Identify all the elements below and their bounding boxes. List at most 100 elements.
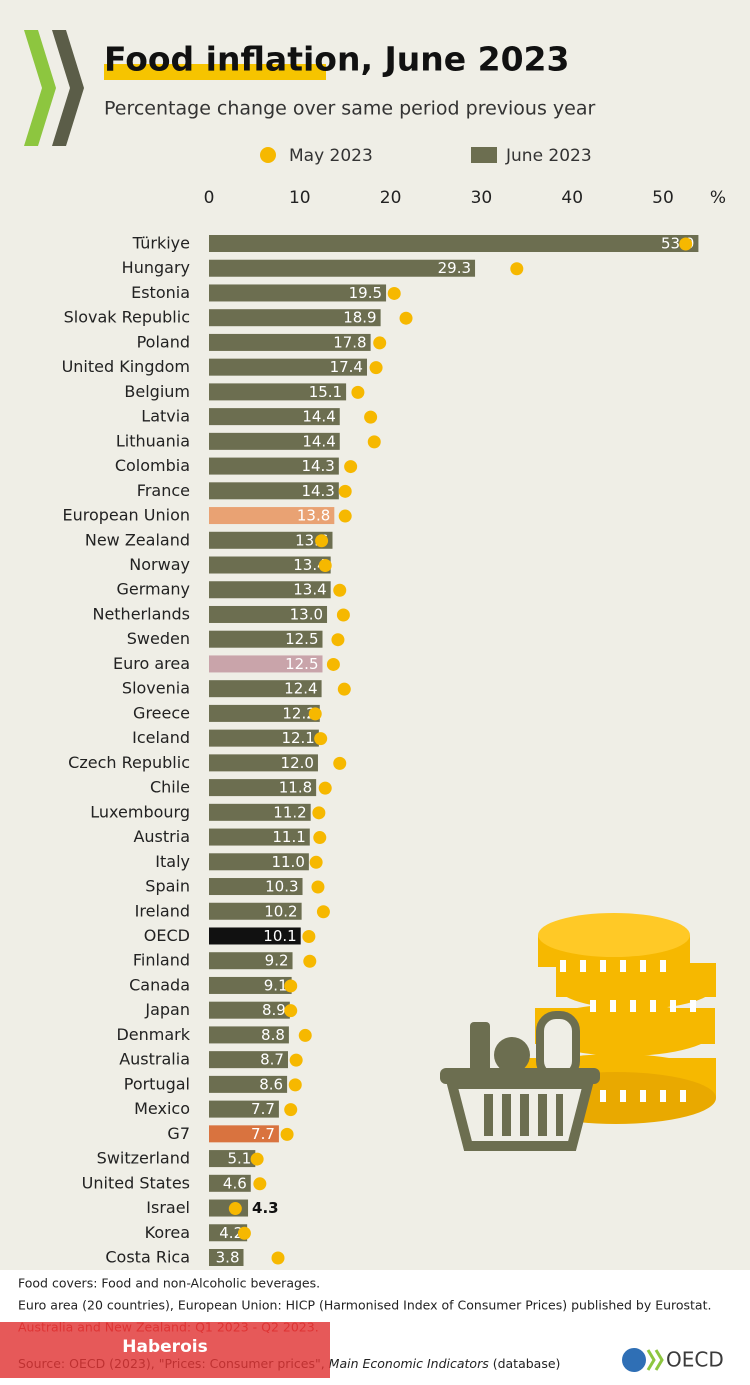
value-label: 8.8 — [261, 1026, 285, 1044]
value-label: 14.3 — [301, 482, 334, 500]
dot — [298, 1028, 312, 1042]
dot — [271, 1251, 285, 1265]
x-tick-label: 50 — [652, 188, 674, 208]
bar — [209, 556, 331, 574]
category-label: Japan — [144, 1000, 190, 1019]
x-tick-label: 40 — [561, 188, 583, 208]
category-label: Slovak Republic — [64, 308, 190, 327]
category-label: France — [137, 481, 190, 500]
bar — [209, 1051, 288, 1069]
value-label: 12.0 — [281, 754, 314, 772]
bar — [209, 902, 302, 920]
category-label: Mexico — [134, 1099, 190, 1118]
value-label: 9.1 — [264, 976, 288, 994]
value-label: 17.8 — [333, 333, 366, 351]
chart-subtitle: Percentage change over same period previ… — [104, 98, 595, 120]
x-unit-label: % — [710, 188, 726, 208]
dot — [284, 979, 298, 993]
category-label: Spain — [145, 877, 190, 896]
x-tick-label: 20 — [380, 188, 402, 208]
category-label: Switzerland — [97, 1149, 190, 1168]
category-label: Sweden — [127, 629, 190, 648]
category-label: Finland — [133, 951, 190, 970]
value-label: 15.1 — [309, 383, 342, 401]
dot — [316, 905, 330, 919]
dot — [399, 311, 413, 325]
value-label: 12.2 — [282, 704, 315, 722]
value-label: 5.1 — [227, 1150, 251, 1168]
dot — [679, 237, 693, 251]
category-label: Slovenia — [122, 679, 190, 698]
dot — [284, 1103, 298, 1117]
dot — [336, 608, 350, 622]
bar — [209, 432, 340, 450]
footnote: Food covers: Food and non-Alcoholic beve… — [18, 1276, 320, 1291]
dot — [303, 954, 317, 968]
bar — [209, 507, 335, 525]
dot — [228, 1202, 242, 1216]
category-label: Israel — [146, 1198, 190, 1217]
value-label: 14.4 — [302, 408, 335, 426]
category-label: Estonia — [131, 283, 190, 302]
bar — [209, 927, 301, 945]
value-label: 4.6 — [223, 1174, 247, 1192]
category-label: Iceland — [132, 728, 190, 747]
bar — [209, 1199, 249, 1217]
bar — [209, 309, 381, 327]
category-label: New Zealand — [85, 530, 190, 549]
value-label: 12.4 — [284, 680, 317, 698]
dot — [253, 1177, 267, 1191]
bar — [209, 1075, 288, 1093]
bar — [209, 333, 371, 351]
category-label: United Kingdom — [62, 357, 190, 376]
dot — [309, 855, 323, 869]
bar — [209, 581, 331, 599]
category-label: Chile — [150, 778, 190, 797]
bar — [209, 1249, 244, 1266]
category-label: Canada — [129, 975, 190, 994]
category-label: G7 — [167, 1124, 190, 1143]
dot — [237, 1226, 251, 1240]
bar — [209, 1224, 248, 1242]
dot — [318, 559, 332, 573]
dot — [337, 682, 351, 696]
value-label: 4.2 — [219, 1224, 243, 1242]
title-highlight — [104, 64, 326, 80]
category-label: Latvia — [141, 407, 190, 426]
bar — [209, 754, 318, 772]
bar — [209, 655, 323, 673]
value-label: 4.3 — [252, 1199, 279, 1217]
bar — [209, 853, 309, 871]
value-label: 19.5 — [349, 284, 382, 302]
chart-title: Food inflation, June 2023 — [104, 40, 569, 79]
dot — [313, 831, 327, 845]
category-label: Czech Republic — [68, 753, 190, 772]
value-label: 8.6 — [259, 1075, 283, 1093]
dot — [333, 756, 347, 770]
category-label: Türkiye — [132, 234, 190, 253]
value-label: 13.0 — [290, 605, 323, 623]
dot — [314, 732, 328, 746]
bar — [209, 878, 303, 896]
legend-label: May 2023 — [289, 146, 373, 166]
category-label: Netherlands — [92, 604, 190, 623]
category-label: Austria — [133, 827, 190, 846]
dot — [369, 361, 383, 375]
value-label: 10.3 — [265, 878, 298, 896]
bar — [209, 630, 323, 648]
category-label: Costa Rica — [105, 1248, 190, 1267]
value-label: 7.7 — [251, 1100, 275, 1118]
category-label: Korea — [145, 1223, 190, 1242]
value-label: 3.8 — [216, 1249, 240, 1267]
watermark-box — [0, 1322, 330, 1378]
dot — [302, 929, 316, 943]
category-label: Italy — [155, 852, 190, 871]
category-label: Luxembourg — [90, 802, 190, 821]
bar — [209, 1125, 279, 1143]
bar — [209, 383, 347, 401]
legend-label: June 2023 — [505, 146, 592, 166]
value-label: 13.8 — [297, 507, 330, 525]
bar — [209, 284, 387, 302]
bar — [209, 235, 699, 252]
